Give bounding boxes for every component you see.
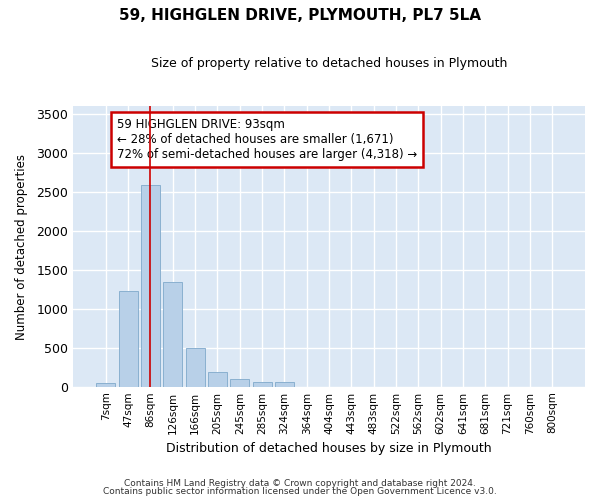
Bar [97,383,115,386]
Text: Contains public sector information licensed under the Open Government Licence v3: Contains public sector information licen… [103,487,497,496]
Bar [230,378,249,386]
Bar [141,185,160,386]
Text: 59, HIGHGLEN DRIVE, PLYMOUTH, PL7 5LA: 59, HIGHGLEN DRIVE, PLYMOUTH, PL7 5LA [119,8,481,22]
Bar [119,291,137,386]
X-axis label: Distribution of detached houses by size in Plymouth: Distribution of detached houses by size … [166,442,492,455]
Bar [208,372,227,386]
Y-axis label: Number of detached properties: Number of detached properties [15,154,28,340]
Bar [275,382,294,386]
Text: 59 HIGHGLEN DRIVE: 93sqm
← 28% of detached houses are smaller (1,671)
72% of sem: 59 HIGHGLEN DRIVE: 93sqm ← 28% of detach… [117,118,417,161]
Bar [253,382,272,386]
Title: Size of property relative to detached houses in Plymouth: Size of property relative to detached ho… [151,58,507,70]
Bar [163,282,182,387]
Bar [185,348,205,387]
Text: Contains HM Land Registry data © Crown copyright and database right 2024.: Contains HM Land Registry data © Crown c… [124,478,476,488]
